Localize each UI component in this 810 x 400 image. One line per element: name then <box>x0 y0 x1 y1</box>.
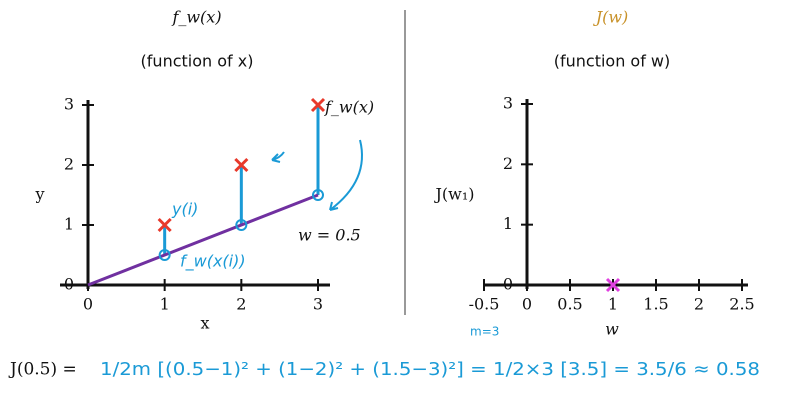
x-tick-label: 2.5 <box>729 295 754 314</box>
equation-lhs: J(0.5) = <box>8 360 77 380</box>
chart-title: J(w) <box>593 8 629 27</box>
y-tick-label: 3 <box>64 95 74 114</box>
x-tick-label: 0 <box>83 295 93 314</box>
circle-marker <box>158 249 171 261</box>
y-tick-label: 2 <box>503 154 513 173</box>
annotation: w = 0.5 <box>298 226 361 245</box>
x-marker <box>310 97 326 113</box>
x-tick-label: -0.5 <box>469 295 500 314</box>
x-marker <box>234 157 249 173</box>
x-marker <box>157 217 172 233</box>
x-tick-label: 1 <box>160 295 170 314</box>
chart-title: f_w(x) <box>171 8 221 27</box>
y-tick-label: 0 <box>503 275 513 294</box>
x-tick-label: 0 <box>522 295 532 314</box>
x-tick-label: 1 <box>608 295 618 314</box>
x-tick-label: 2 <box>694 295 704 314</box>
y-tick-label: 1 <box>64 215 74 234</box>
x-axis-label: w <box>605 320 619 339</box>
annotation: f_w(x) <box>324 98 374 117</box>
y-axis-label: J(w₁) <box>433 185 474 204</box>
y-axis-label: y <box>34 185 44 204</box>
circle-marker <box>235 219 248 231</box>
arrow <box>329 139 363 211</box>
x-tick-label: 3 <box>313 295 323 314</box>
x-tick-label: 2 <box>236 295 246 314</box>
circle-marker <box>312 189 324 201</box>
x-tick-label: 0.5 <box>557 295 582 314</box>
annotation: y(i) <box>171 200 198 219</box>
chart-subtitle: (function of x) <box>141 52 254 71</box>
line <box>87 193 319 287</box>
y-tick-label: 0 <box>64 275 74 294</box>
y-tick-label: 3 <box>503 94 513 113</box>
y-tick-label: 2 <box>64 155 74 174</box>
arrow <box>271 151 285 163</box>
annotation: f_w(x(i)) <box>180 252 246 272</box>
x-axis-label: x <box>200 314 209 333</box>
equation-rhs: 1/2m [(0.5−1)² + (1−2)² + (1.5−3)²] = 1/… <box>100 359 760 380</box>
x-tick-label: 1.5 <box>643 295 668 314</box>
chart-subtitle: (function of w) <box>554 52 671 71</box>
equation-note: m=3 <box>470 325 499 339</box>
x-marker <box>605 277 621 293</box>
y-tick-label: 1 <box>503 214 513 233</box>
